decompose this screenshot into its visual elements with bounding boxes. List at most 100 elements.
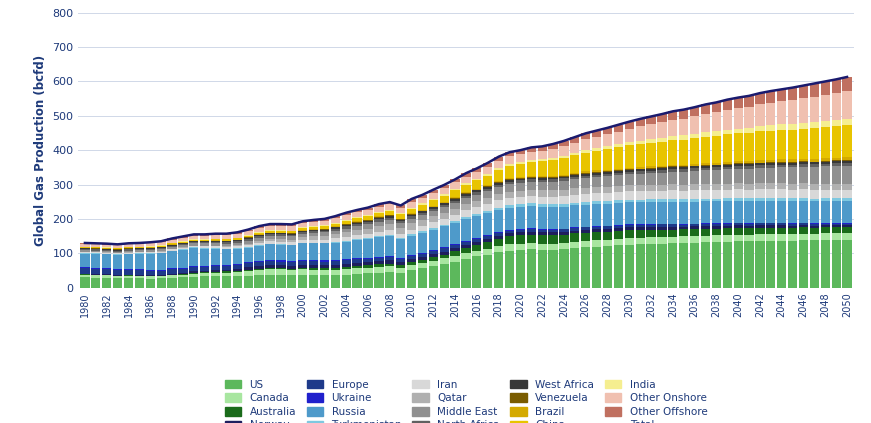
Bar <box>396 221 405 223</box>
Bar <box>723 164 732 165</box>
Bar <box>505 250 514 288</box>
Bar <box>375 264 383 267</box>
Bar <box>189 236 199 239</box>
Bar <box>820 240 830 288</box>
Bar <box>462 210 470 217</box>
Bar <box>755 131 765 160</box>
Bar <box>309 268 318 270</box>
Bar <box>614 203 623 225</box>
Y-axis label: Global Gas Production (bcfd): Global Gas Production (bcfd) <box>34 55 47 246</box>
Bar <box>341 269 351 275</box>
Bar <box>832 224 841 225</box>
Bar <box>244 231 253 235</box>
Bar <box>625 225 634 228</box>
Bar <box>820 81 830 95</box>
Bar <box>549 160 557 176</box>
Bar <box>244 236 253 237</box>
Bar <box>157 276 165 278</box>
Bar <box>559 204 569 206</box>
Bar <box>167 245 177 246</box>
Bar <box>646 143 656 166</box>
Bar <box>309 261 318 265</box>
Bar <box>755 241 765 288</box>
Bar <box>614 228 623 231</box>
Bar <box>842 77 852 91</box>
Bar <box>244 230 253 231</box>
Bar <box>233 243 242 245</box>
Bar <box>309 243 318 260</box>
Bar <box>690 116 699 134</box>
Bar <box>179 268 187 269</box>
Bar <box>179 269 187 273</box>
Bar <box>331 224 340 226</box>
Bar <box>646 227 656 230</box>
Bar <box>276 269 286 275</box>
Bar <box>396 214 405 219</box>
Bar <box>287 224 296 226</box>
Bar <box>124 243 133 244</box>
Bar <box>658 224 666 227</box>
Bar <box>614 171 623 173</box>
Bar <box>581 133 591 139</box>
Bar <box>375 261 383 264</box>
Bar <box>429 199 438 201</box>
Bar <box>679 236 688 243</box>
Bar <box>592 151 601 170</box>
Bar <box>603 176 612 187</box>
Bar <box>832 225 841 228</box>
Bar <box>842 228 852 233</box>
Bar <box>407 262 416 265</box>
Bar <box>483 236 492 239</box>
Bar <box>516 197 525 204</box>
Bar <box>211 242 220 243</box>
Bar <box>527 229 536 232</box>
Bar <box>244 247 253 248</box>
Bar <box>745 224 753 226</box>
Bar <box>646 124 656 139</box>
Bar <box>614 225 623 226</box>
Bar <box>537 235 547 244</box>
Bar <box>80 252 90 253</box>
Bar <box>331 268 340 270</box>
Bar <box>668 224 678 227</box>
Bar <box>571 206 579 228</box>
Bar <box>777 223 787 225</box>
Bar <box>145 275 155 276</box>
Bar <box>200 234 209 236</box>
Bar <box>189 272 199 273</box>
Bar <box>668 184 678 190</box>
Bar <box>309 227 318 229</box>
Bar <box>777 241 787 288</box>
Bar <box>571 233 579 242</box>
Bar <box>91 244 100 247</box>
Bar <box>157 248 165 250</box>
Bar <box>636 140 645 144</box>
Bar <box>353 258 361 259</box>
Bar <box>745 223 753 224</box>
Bar <box>440 195 449 202</box>
Bar <box>842 225 852 228</box>
Bar <box>298 260 307 261</box>
Bar <box>733 98 743 108</box>
Bar <box>179 274 187 275</box>
Bar <box>755 183 765 190</box>
Bar <box>614 125 623 132</box>
Bar <box>810 226 819 228</box>
Bar <box>266 275 274 288</box>
Bar <box>658 173 666 184</box>
Bar <box>755 223 765 225</box>
Bar <box>832 201 841 223</box>
Bar <box>527 206 536 228</box>
Bar <box>799 85 808 98</box>
Bar <box>592 229 601 232</box>
Bar <box>799 225 808 228</box>
Bar <box>603 128 612 135</box>
Bar <box>799 159 808 161</box>
Bar <box>614 175 623 186</box>
Bar <box>222 250 231 265</box>
Bar <box>124 253 133 254</box>
Bar <box>799 183 808 190</box>
Bar <box>571 177 579 179</box>
Bar <box>679 202 688 224</box>
Bar <box>211 273 220 276</box>
